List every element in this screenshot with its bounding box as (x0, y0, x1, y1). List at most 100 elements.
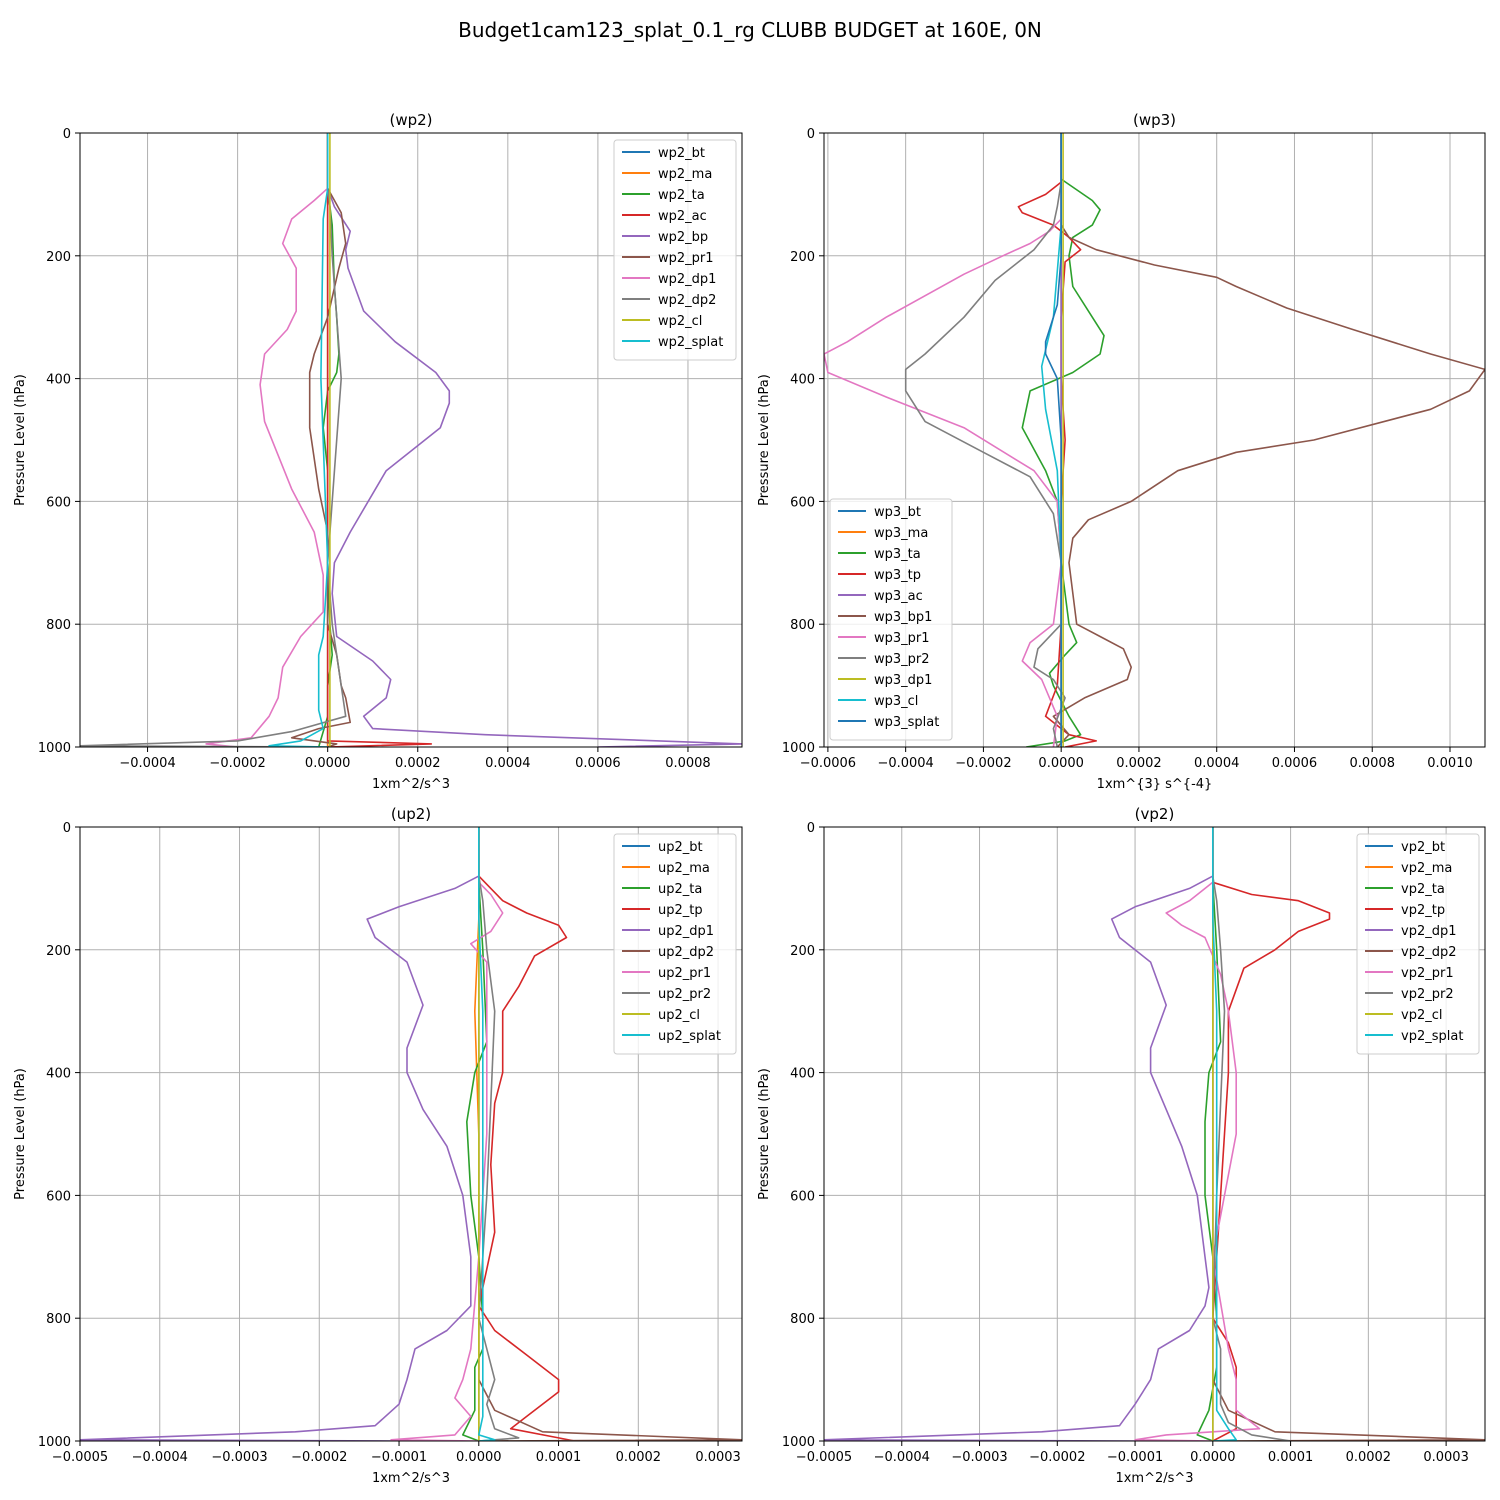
y-axis-label: Pressure Level (hPa) (13, 374, 28, 506)
x-tick-label: 0.0000 (456, 1450, 502, 1465)
series-line-vp2_pr1 (1134, 827, 1261, 1441)
legend-entry: vp2_dp1 (1401, 924, 1457, 939)
plot-frame (79, 132, 743, 748)
x-tick-label: −0.0003 (211, 1450, 267, 1465)
series-line-wp2_bp (326, 133, 742, 747)
y-tick-label: 1000 (782, 1435, 815, 1450)
subplot-title: (vp2) (1135, 805, 1175, 823)
y-axis-label: Pressure Level (hPa) (757, 374, 772, 506)
legend-entry: vp2_bt (1401, 840, 1445, 855)
legend-entry: up2_dp2 (658, 945, 714, 960)
figure-suptitle: Budget1cam123_splat_0.1_rg CLUBB BUDGET … (458, 18, 1042, 42)
x-tick-label: 0.0006 (575, 756, 621, 771)
x-tick-label: 0.0004 (485, 756, 531, 771)
legend-entry: wp3_ta (874, 547, 921, 562)
series-line-wp3_pr1 (824, 133, 1062, 747)
y-tick-label: 400 (790, 1067, 815, 1082)
subplot-title: (wp3) (1133, 111, 1176, 129)
legend-entry: wp3_pr2 (874, 652, 930, 667)
legend-entry: up2_bt (658, 840, 703, 855)
y-tick-label: 800 (790, 1312, 815, 1327)
x-axis-label: 1xm^2/s^3 (1115, 1471, 1193, 1486)
x-tick-label: −0.0002 (209, 756, 265, 771)
y-tick-label: 600 (790, 1189, 815, 1204)
subplot-title: (wp2) (389, 111, 432, 129)
y-tick-label: 0 (63, 127, 71, 142)
x-tick-label: 0.0002 (1116, 756, 1162, 771)
x-tick-label: −0.0004 (874, 1450, 930, 1465)
x-tick-label: 0.0002 (395, 756, 441, 771)
x-tick-label: −0.0004 (877, 756, 933, 771)
legend-entry: vp2_splat (1401, 1029, 1463, 1044)
y-tick-label: 0 (807, 127, 815, 142)
legend-entry: wp2_cl (658, 314, 702, 329)
legend-entry: vp2_cl (1401, 1008, 1442, 1023)
y-tick-label: 200 (790, 944, 815, 959)
x-tick-label: 0.0004 (1194, 756, 1240, 771)
series-line-up2_splat (478, 827, 496, 1441)
legend-entry: wp2_dp1 (658, 272, 716, 287)
x-tick-label: 0.0000 (305, 756, 351, 771)
y-tick-label: 400 (46, 373, 71, 388)
legend-entry: wp3_bt (874, 505, 921, 520)
series-line-up2_ta (462, 827, 488, 1441)
x-tick-label: −0.0004 (119, 756, 175, 771)
legend: vp2_bt vp2_ma vp2_ta vp2_tp vp2_dp1 vp2_dp2vp… (1356, 833, 1480, 1055)
series-group (80, 133, 742, 747)
legend-entry: up2_pr2 (658, 987, 711, 1002)
legend-entry: up2_cl (658, 1008, 700, 1023)
legend-entry: up2_tp (658, 903, 703, 918)
x-tick-label: 0.0003 (1423, 1450, 1469, 1465)
series-line-wp3_pr2 (904, 133, 1066, 747)
legend-entry: up2_ma (658, 861, 710, 876)
legend-entry: wp2_bt (658, 146, 705, 161)
series-line-wp3_splat (1044, 133, 1062, 747)
x-tick-label: −0.0002 (291, 1450, 347, 1465)
legend-entry: wp2_ac (658, 209, 707, 224)
legend-entry: up2_splat (658, 1029, 721, 1044)
legend-entry: wp2_splat (658, 335, 723, 350)
legend-entry: vp2_ma (1401, 861, 1452, 876)
y-tick-label: 0 (807, 821, 815, 836)
legend-entry: vp2_dp2 (1401, 945, 1457, 960)
x-tick-label: −0.0005 (796, 1450, 852, 1465)
x-axis-label: 1xm^2/s^3 (372, 1471, 450, 1486)
legend-entry: wp2_pr1 (658, 251, 714, 266)
series-line-wp3_bp1 (1052, 133, 1485, 747)
y-tick-label: 1000 (38, 741, 71, 756)
subplot-4: −0.0005 −0.0004 −0.0003 −0.0002 −0.0001 0.000… (757, 805, 1486, 1486)
x-tick-label: −0.0004 (132, 1450, 188, 1465)
y-axis-label: Pressure Level (hPa) (13, 1068, 28, 1200)
series-line-vp2_tp (1212, 827, 1331, 1441)
series-line-wp2_dp1 (205, 133, 329, 747)
plot-frame (823, 826, 1486, 1442)
legend-entry: vp2_ta (1401, 882, 1445, 897)
y-tick-label: 0 (63, 821, 71, 836)
y-tick-label: 200 (790, 250, 815, 265)
plot-frame (823, 132, 1486, 748)
legend-entry: wp3_bp1 (874, 610, 932, 625)
series-group (824, 827, 1485, 1441)
legend: wp3_bt wp3_ma wp3_ta wp3_tp wp3_ac wp3_bp1 wp3… (829, 498, 953, 741)
x-axis-label: 1xm^2/s^3 (372, 777, 450, 792)
legend-entry: wp3_tp (874, 568, 921, 583)
series-line-wp2_splat (268, 133, 329, 747)
series-line-up2_dp1 (80, 827, 480, 1441)
y-tick-label: 800 (790, 618, 815, 633)
legend-entry: wp3_ac (874, 589, 923, 604)
series-line-vp2_dp1 (824, 827, 1214, 1441)
x-tick-label: 0.0003 (695, 1450, 741, 1465)
subplot-title: (up2) (391, 805, 431, 823)
x-tick-label: −0.0005 (52, 1450, 108, 1465)
series-line-wp2_ac (326, 133, 433, 747)
series-line-up2_tp (478, 827, 575, 1441)
x-tick-label: −0.0001 (371, 1450, 427, 1465)
x-tick-label: −0.0006 (800, 756, 856, 771)
legend-entry: wp3_ma (874, 526, 928, 541)
legend-entry: wp3_dp1 (874, 673, 932, 688)
series-line-wp2_pr1 (290, 133, 351, 747)
x-tick-label: −0.0002 (1029, 1450, 1085, 1465)
legend-entry: wp2_bp (658, 230, 708, 245)
series-group (824, 133, 1485, 747)
legend-entry: wp2_ma (658, 167, 712, 182)
